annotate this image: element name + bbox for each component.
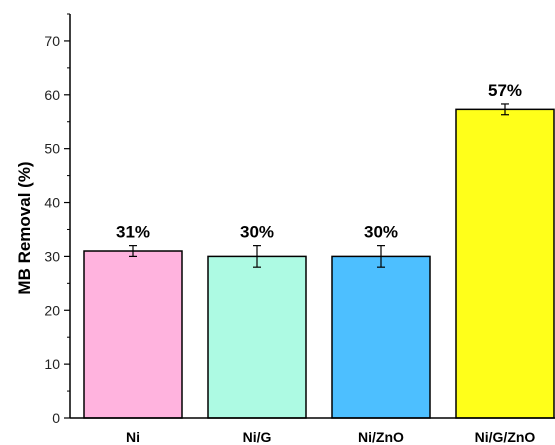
- bar-ni-g: [207, 255, 307, 419]
- y-tick-label: 10: [44, 356, 60, 372]
- data-label: 30%: [240, 223, 274, 242]
- y-tick-label: 0: [52, 410, 60, 426]
- y-tick-label: 20: [44, 302, 60, 318]
- bar-ni-zno: [331, 255, 431, 419]
- y-tick-label: 70: [44, 33, 60, 49]
- data-label: 30%: [364, 223, 398, 242]
- category-labels: Ni Ni/G Ni/ZnO Ni/G/ZnO: [126, 429, 535, 445]
- data-labels: 31% 30% 30% 57%: [116, 81, 522, 242]
- y-tick-label: 30: [44, 248, 60, 264]
- y-tick-label: 40: [44, 195, 60, 211]
- category-label: Ni/G/ZnO: [475, 429, 536, 445]
- data-label: 57%: [488, 81, 522, 100]
- category-label: Ni/G: [243, 429, 272, 445]
- error-bars: [129, 103, 509, 268]
- data-label: 31%: [116, 223, 150, 242]
- bar-ni: [83, 250, 183, 419]
- y-tick-label: 50: [44, 141, 60, 157]
- bar-ni-g-zno: [455, 108, 555, 419]
- y-axis-title: MB Removal (%): [15, 161, 34, 294]
- bars: [83, 108, 555, 419]
- category-label: Ni/ZnO: [358, 429, 404, 445]
- y-tick-label: 60: [44, 87, 60, 103]
- category-label: Ni: [126, 429, 140, 445]
- y-axis-ticks: 0 10 20 30 40 50 60 70: [44, 13, 70, 426]
